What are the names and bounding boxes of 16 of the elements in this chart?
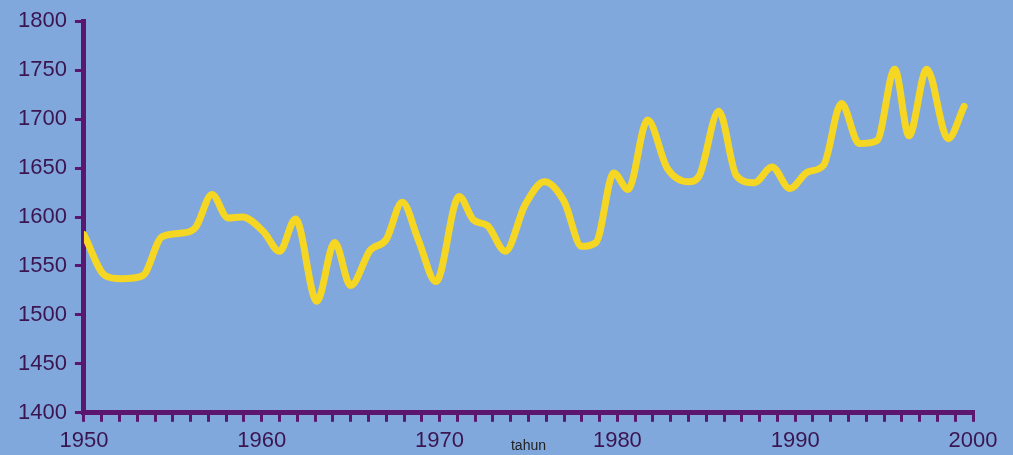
x-tick-label: 1970 bbox=[415, 427, 465, 453]
x-tick-label: 1960 bbox=[237, 427, 287, 453]
y-tick-label: 1450 bbox=[17, 349, 67, 375]
y-tick-label: 1600 bbox=[17, 203, 67, 229]
y-tick-label: 1650 bbox=[17, 154, 67, 180]
x-tick-label: 1990 bbox=[770, 427, 820, 453]
x-tick-label: 1980 bbox=[592, 427, 642, 453]
y-tick-label: 1700 bbox=[17, 105, 67, 131]
x-tick-label: 2000 bbox=[948, 427, 998, 453]
y-tick-label: 1550 bbox=[17, 252, 67, 278]
x-axis-title: tahun bbox=[510, 437, 546, 454]
y-tick-label: 1800 bbox=[17, 7, 67, 33]
y-tick-label: 1400 bbox=[17, 398, 67, 424]
y-tick-label: 1750 bbox=[17, 56, 67, 82]
y-tick-label: 1500 bbox=[17, 300, 67, 326]
x-tick-label: 1950 bbox=[59, 427, 109, 453]
